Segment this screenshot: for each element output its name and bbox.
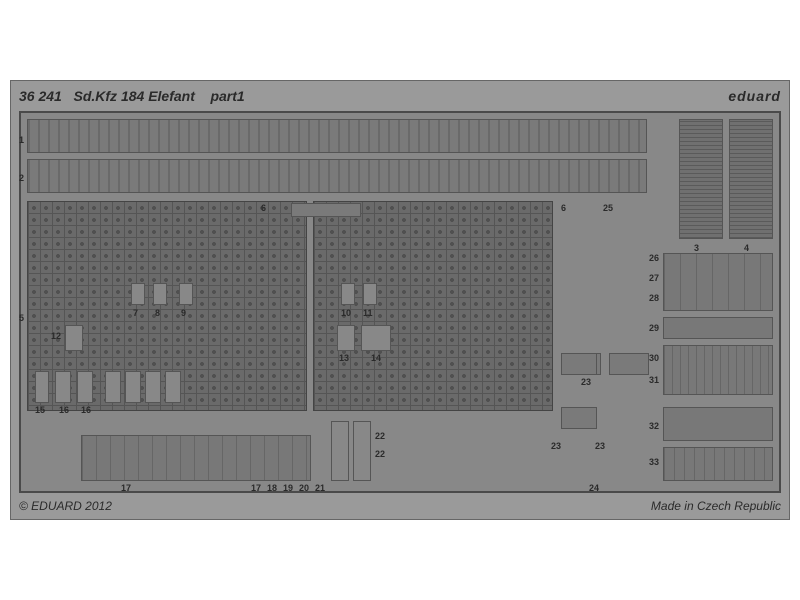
tiny-12	[65, 325, 83, 351]
label-22b: 22	[375, 431, 385, 441]
part-vstrip-3	[679, 119, 723, 239]
label-11: 11	[363, 308, 373, 318]
label-2: 2	[19, 173, 24, 183]
label-3: 3	[694, 243, 699, 253]
label-6b: 6	[561, 203, 566, 213]
label-16a: 16	[59, 405, 69, 415]
label-5: 5	[19, 313, 24, 323]
part-vstrip-4	[729, 119, 773, 239]
label-29: 29	[649, 323, 659, 333]
tiny-13	[337, 325, 355, 351]
label-12: 12	[51, 331, 61, 341]
tiny-16a	[55, 371, 71, 403]
label-33: 33	[649, 457, 659, 467]
label-14: 14	[371, 353, 381, 363]
sheet-footer: © EDUARD 2012 Made in Czech Republic	[19, 497, 781, 515]
tiny-9	[179, 283, 193, 305]
label-19: 19	[283, 483, 293, 493]
tiny-8	[153, 283, 167, 305]
label-8: 8	[155, 308, 160, 318]
label-20: 20	[299, 483, 309, 493]
tiny-22b	[353, 421, 371, 481]
label-16b: 16	[81, 405, 91, 415]
product-name: Sd.Kfz 184 Elefant	[74, 88, 195, 104]
label-23b: 23	[551, 441, 561, 451]
origin-label: Made in Czech Republic	[651, 499, 781, 513]
copyright: © EDUARD 2012	[19, 499, 112, 513]
tiny-15	[35, 371, 49, 403]
tiny-11	[363, 283, 377, 305]
sheet-header: 36 241 Sd.Kfz 184 Elefant part1 eduard	[19, 85, 781, 107]
label-30: 30	[649, 353, 659, 363]
label-32: 32	[649, 421, 659, 431]
tiny-17set4	[165, 371, 181, 403]
mid-23b	[561, 353, 597, 375]
mid-23c	[609, 353, 649, 375]
tiny-17set3	[145, 371, 161, 403]
label-7: 7	[133, 308, 138, 318]
label-13: 13	[339, 353, 349, 363]
label-17b: 17	[251, 483, 261, 493]
tiny-14	[361, 325, 391, 351]
panel-33	[663, 447, 773, 481]
photoetch-sheet: 36 241 Sd.Kfz 184 Elefant part1 eduard 1…	[10, 80, 790, 520]
label-18: 18	[267, 483, 277, 493]
part-number: part1	[210, 88, 244, 104]
product-code: 36 241	[19, 88, 62, 104]
label-22a: 22	[375, 449, 385, 459]
product-title: 36 241 Sd.Kfz 184 Elefant part1	[19, 88, 245, 104]
part-strip-2	[27, 159, 647, 193]
mid-24	[561, 407, 597, 429]
etch-fret: 1 2 3 4 5 6 6 25 7 8 9 10 11 12 13 14 15	[19, 111, 781, 493]
part-strip-1	[27, 119, 647, 153]
brand-label: eduard	[728, 88, 781, 104]
label-31: 31	[649, 375, 659, 385]
label-10: 10	[341, 308, 351, 318]
label-6: 6	[261, 203, 266, 213]
label-28: 28	[649, 293, 659, 303]
panel-32	[663, 407, 773, 441]
label-4: 4	[744, 243, 749, 253]
label-21: 21	[315, 483, 325, 493]
mesh-panel-right	[313, 201, 553, 411]
tiny-16b	[77, 371, 93, 403]
tiny-10	[341, 283, 355, 305]
label-15: 15	[35, 405, 45, 415]
mid-parts-cluster	[561, 353, 661, 433]
label-9: 9	[181, 308, 186, 318]
label-26: 26	[649, 253, 659, 263]
label-25: 25	[603, 203, 613, 213]
label-17: 17	[121, 483, 131, 493]
tiny-22a	[331, 421, 349, 481]
tiny-7	[131, 283, 145, 305]
panel-26-28	[663, 253, 773, 311]
panel-30-31	[663, 345, 773, 395]
tiny-17set2	[125, 371, 141, 403]
center-bar	[291, 203, 361, 217]
label-1: 1	[19, 135, 24, 145]
label-27: 27	[649, 273, 659, 283]
label-23c: 23	[595, 441, 605, 451]
label-23: 23	[581, 377, 591, 387]
tiny-17set	[105, 371, 121, 403]
label-24: 24	[589, 483, 599, 493]
panel-29	[663, 317, 773, 339]
bottom-strip-parts	[81, 435, 311, 481]
